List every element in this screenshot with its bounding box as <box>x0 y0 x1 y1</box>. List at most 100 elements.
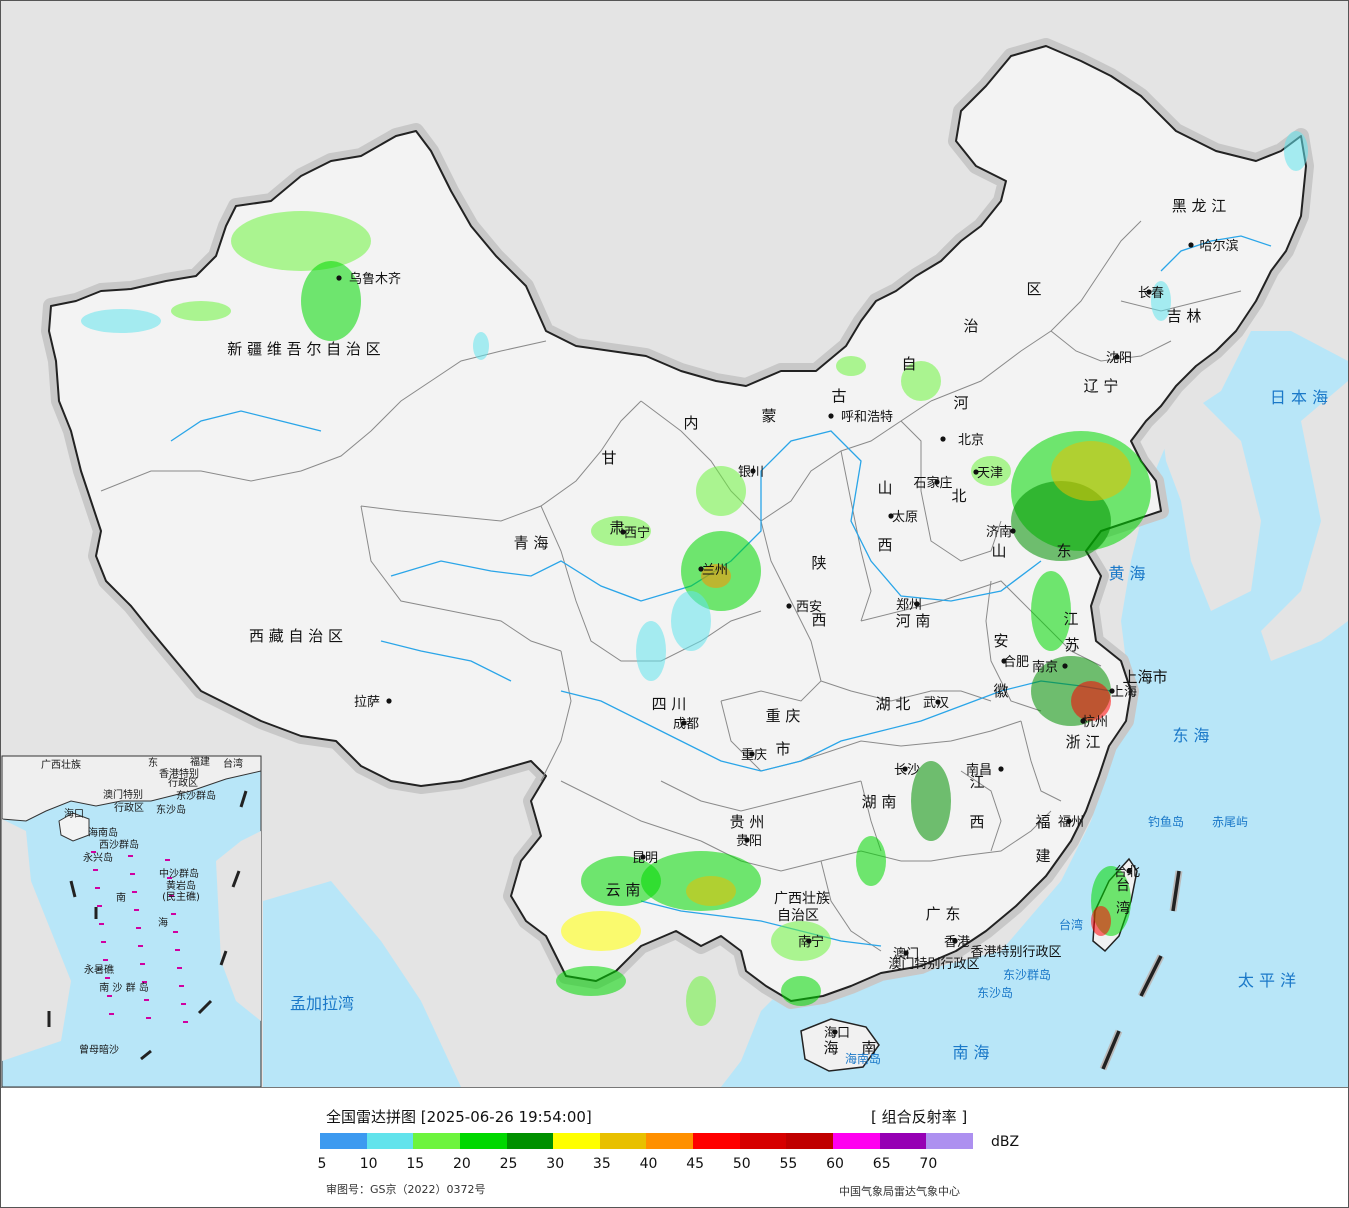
city-label: 合肥 <box>1003 655 1029 670</box>
city-label: 南宁 <box>798 934 824 950</box>
reef-mark <box>133 891 137 893</box>
province-label: 北 <box>951 487 966 505</box>
legend-tick-label: 50 <box>732 1156 751 1172</box>
province-border <box>1120 290 1242 312</box>
province-label: 湖 南 <box>862 793 897 811</box>
legend-tick-label: 20 <box>453 1156 471 1172</box>
city-dot <box>386 698 392 704</box>
reef-mark <box>182 1003 186 1005</box>
radar-echo <box>701 564 731 588</box>
reef-mark <box>106 977 110 979</box>
city-label: 南京 <box>1032 659 1058 675</box>
legend-swatch <box>459 1133 507 1149</box>
radar-echo <box>1031 571 1071 651</box>
province-label: 自治区 <box>777 908 819 924</box>
city-dot <box>914 601 920 607</box>
province-border <box>820 680 992 702</box>
inset-label: 行政区 <box>114 801 144 814</box>
radar-echo <box>171 301 231 321</box>
inset-label: 曾母暗沙 <box>79 1043 119 1056</box>
radar-echo <box>671 591 711 651</box>
inset-label: 福建 <box>190 755 210 768</box>
legend-swatch <box>693 1133 740 1149</box>
reef-mark <box>180 985 184 987</box>
city-dot <box>903 950 909 956</box>
reef-mark <box>143 981 147 983</box>
radar-echo <box>556 966 626 996</box>
legend-swatch <box>879 1133 927 1149</box>
province-label: 治 <box>963 317 978 335</box>
radar-echo <box>561 911 641 951</box>
city-dot <box>902 766 908 772</box>
reef-mark <box>94 869 98 871</box>
province-label: 台 <box>1116 878 1130 894</box>
province-border <box>960 770 1002 852</box>
province-label: 安 <box>993 632 1008 650</box>
radar-echo <box>1091 906 1111 936</box>
city-label: 上海 <box>1111 685 1137 700</box>
review-number: 审图号：GS京（2022）0372号 <box>326 1183 486 1196</box>
legend-swatch <box>786 1133 834 1149</box>
city-label: 济南 <box>986 524 1012 540</box>
radar-echoes <box>81 131 1308 1026</box>
legend-swatch <box>320 1133 367 1149</box>
city-dot <box>1001 658 1007 664</box>
province-label: 山 <box>877 479 892 497</box>
city-label: 郑州 <box>896 598 922 613</box>
legend-tick-label: 35 <box>592 1156 611 1172</box>
province-borders <box>100 220 1242 952</box>
reef-mark <box>108 995 112 997</box>
city-dot <box>1062 663 1068 669</box>
province-label: 市 <box>775 740 790 758</box>
province-label: 东 <box>1056 542 1071 560</box>
river <box>170 410 322 442</box>
city-dot <box>620 529 626 535</box>
province-label: 河 南 <box>896 612 931 630</box>
korea-land <box>1161 401 1261 611</box>
city-label: 澳门 <box>893 946 919 962</box>
city-label: 昆明 <box>632 851 658 866</box>
province-label: 陕 <box>811 554 826 572</box>
province-label: 苏 <box>1064 636 1079 654</box>
south-china-sea-inset: 广西壮族东福建 台湾香港特别澳门特别行政区东沙群岛行政区 东沙岛海口海南岛西沙群岛永… <box>1 755 262 1087</box>
city-label: 杭州 <box>1082 715 1108 730</box>
province-border <box>930 220 1142 402</box>
legend-swatch <box>739 1133 787 1149</box>
reef-mark <box>135 909 139 911</box>
city-label: 海口 <box>824 1026 850 1041</box>
city-dot <box>698 566 704 572</box>
city-dot <box>681 720 687 726</box>
reef-mark <box>145 999 149 1001</box>
radar-echo <box>686 876 736 906</box>
province-border <box>560 780 702 842</box>
city-dot <box>744 837 750 843</box>
province-label: 山 <box>991 542 1006 560</box>
inset-label: (民主礁) <box>162 890 200 903</box>
radar-echo <box>781 976 821 1006</box>
province-label: 蒙 <box>761 407 776 425</box>
province-label: 海 <box>823 1039 838 1057</box>
city-label: 兰州 <box>702 563 728 578</box>
city-label: 重庆 <box>741 747 767 763</box>
legend-swatch <box>553 1133 600 1149</box>
inset-label: 行政区 <box>168 776 198 789</box>
river <box>640 900 882 947</box>
inset-label: 黄岩岛 <box>166 879 196 892</box>
reef-mark <box>98 905 102 907</box>
city-dot <box>1126 868 1132 874</box>
inset-label: 永暑礁 <box>84 963 114 976</box>
legend-tick-label: 30 <box>546 1156 565 1172</box>
city-dot <box>786 603 792 609</box>
province-border <box>540 505 762 662</box>
city-label: 银川 <box>738 465 764 480</box>
city-dot <box>828 413 834 419</box>
reef-mark <box>100 923 104 925</box>
city-label: 贵阳 <box>736 834 762 849</box>
sea-boundary-marks <box>1099 870 1183 1071</box>
province-label: 广西壮族 <box>774 891 830 907</box>
city-dot <box>1010 528 1016 534</box>
province-border <box>1020 720 1062 802</box>
reef-mark <box>170 895 174 897</box>
radar-echo <box>473 332 489 360</box>
city-dot <box>1109 688 1115 694</box>
